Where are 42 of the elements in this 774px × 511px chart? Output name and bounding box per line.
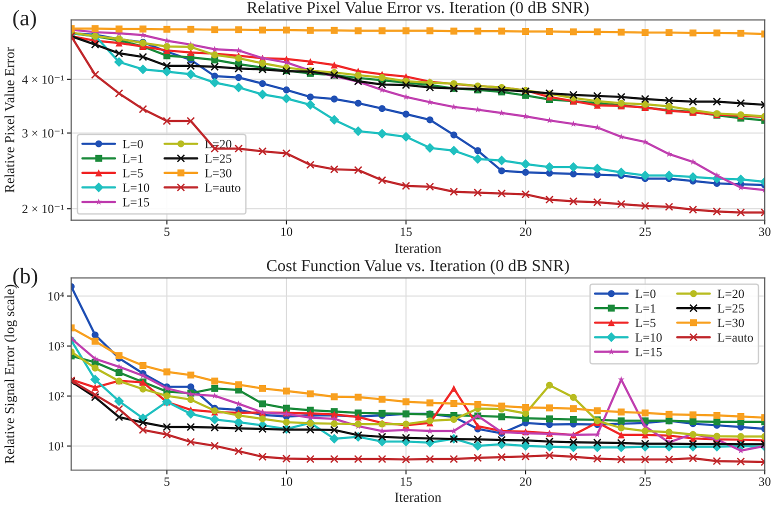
legend-label: L=auto (718, 333, 753, 342)
chart-title: Cost Function Value vs. Iteration (0 dB SNR) (266, 259, 569, 275)
x-tick-label: 5 (164, 228, 170, 236)
legend-label: L=1 (122, 154, 143, 163)
x-tick-label: 15 (400, 477, 412, 486)
legend-label: L=5 (122, 169, 143, 178)
x-tick-label: 5 (164, 478, 170, 486)
legend-label: L=10 (635, 333, 662, 342)
y-tick-label: 10³ (49, 342, 64, 351)
legend-label: L=10 (122, 183, 150, 192)
text: (a) (13, 10, 36, 30)
legend-label: L=30 (718, 318, 744, 328)
x-tick-label: 30 (759, 228, 770, 236)
y-tick-label: 10² (49, 392, 64, 401)
x-tick-label: 10 (281, 228, 292, 236)
legend-label: L=20 (718, 290, 744, 298)
y-tick-label: 2 × 10⁻¹ (22, 204, 64, 214)
legend-label: L=0 (122, 140, 143, 148)
y-tick-label: 10¹ (49, 442, 64, 451)
y-axis-title: Relative Pixel Value Error (4, 47, 14, 193)
legend-label: L=15 (635, 348, 662, 356)
legend-label: L=5 (635, 318, 656, 328)
legend-label: L=25 (718, 304, 744, 313)
legend-label: L=1 (635, 304, 656, 313)
x-tick-label: 30 (759, 477, 770, 486)
legend-label: L=25 (205, 154, 232, 163)
x-tick-label: 20 (520, 477, 532, 486)
x-axis-title: Iteration (394, 244, 442, 254)
y-tick-label: 4 × 10⁻¹ (22, 75, 64, 84)
y-tick-label: 3 × 10⁻¹ (22, 129, 64, 138)
x-tick-label: 20 (520, 228, 532, 236)
chart-title: Relative Pixel Value Error vs. Iteration (0 dB SNR) (247, 1, 589, 17)
x-tick-label: 25 (639, 477, 651, 486)
legend-label: L=30 (205, 168, 232, 178)
x-tick-label: 25 (639, 228, 651, 236)
legend-label: L=auto (205, 184, 240, 192)
x-tick-label: 15 (400, 228, 412, 236)
legend-label: L=15 (122, 198, 150, 206)
x-axis-title: Iteration (394, 492, 442, 502)
y-tick-label: 10⁴ (48, 292, 64, 301)
legend-label: L=0 (635, 290, 656, 298)
x-tick-label: 10 (281, 477, 292, 486)
